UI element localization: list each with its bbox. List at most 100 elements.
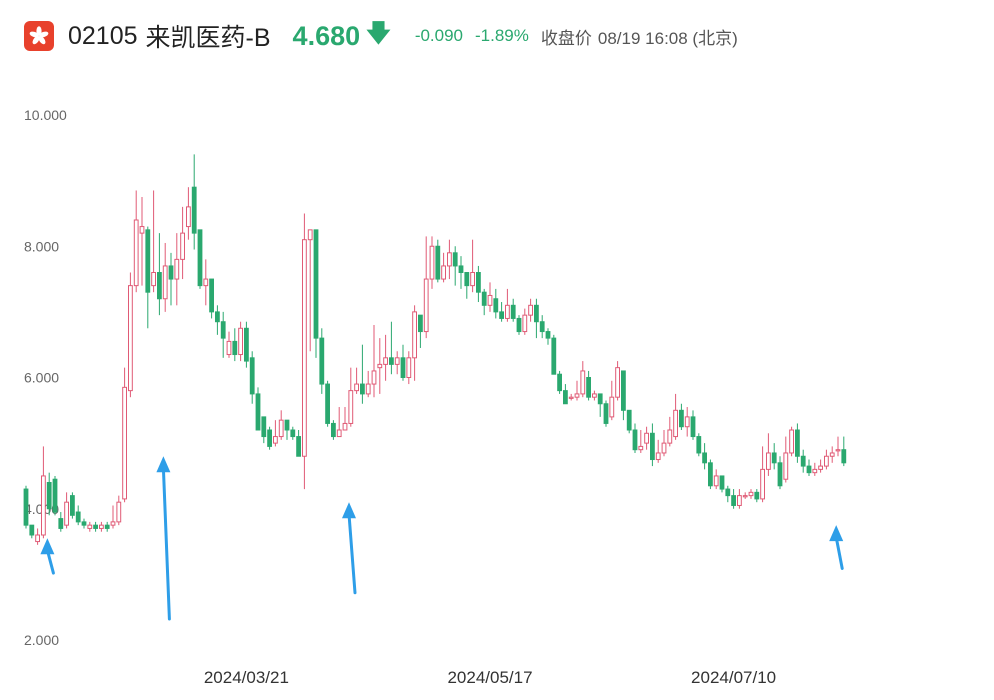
candle	[354, 367, 360, 394]
candle	[122, 367, 127, 503]
candle	[197, 229, 203, 289]
candle-body	[696, 436, 702, 454]
candle	[452, 246, 458, 286]
candle-body	[290, 429, 296, 438]
candle-body	[551, 337, 557, 375]
arrow-shaft	[834, 535, 844, 570]
candle-body	[180, 232, 185, 260]
candle	[574, 380, 580, 401]
candle-body	[99, 524, 104, 529]
stock-name: 来凯医药-B	[145, 24, 271, 52]
candle-body	[412, 311, 418, 359]
candle-body	[528, 304, 534, 316]
candle-body	[812, 468, 818, 474]
candle	[284, 419, 290, 440]
candle	[684, 407, 690, 437]
candle	[661, 430, 667, 457]
candle-body	[348, 390, 354, 424]
candle	[795, 423, 800, 463]
candle	[418, 314, 423, 348]
candle	[835, 436, 841, 457]
candle	[52, 475, 58, 516]
candle	[766, 433, 771, 476]
candle-body	[505, 304, 510, 319]
candle-body	[87, 524, 93, 529]
candle	[348, 367, 354, 427]
candle-body	[174, 258, 180, 280]
candle-body	[737, 495, 742, 506]
candle	[209, 278, 214, 319]
candle	[162, 242, 168, 312]
candle	[64, 492, 69, 529]
candle-body	[545, 331, 551, 339]
candle-body	[406, 357, 412, 378]
candle-body	[261, 416, 267, 438]
candle-body	[23, 488, 29, 526]
candle	[41, 446, 46, 539]
y-tick-label: 2.000	[24, 632, 59, 648]
candle	[824, 449, 829, 470]
candle	[789, 426, 795, 457]
candle-body	[81, 521, 87, 526]
arrow-head	[829, 525, 844, 542]
candle	[383, 334, 389, 381]
candle-body	[220, 321, 226, 339]
price-status: 收盘价	[540, 28, 592, 48]
candle-body	[284, 419, 290, 431]
candle	[133, 190, 139, 293]
candle-body	[684, 416, 690, 428]
candle-body	[389, 357, 394, 365]
candle	[423, 236, 429, 339]
candle-body	[64, 501, 69, 526]
candle-body	[377, 363, 383, 369]
candle-body	[748, 491, 754, 497]
y-tick-label: 6.000	[24, 370, 59, 386]
arrow-shaft	[161, 466, 171, 621]
candle-body	[818, 465, 824, 470]
candle-body	[162, 265, 168, 300]
candle	[319, 328, 325, 394]
candle	[325, 380, 331, 427]
candle-body	[650, 432, 655, 461]
candle-body	[655, 452, 661, 461]
quote-header: 02105 来凯医药-B 4.680 🡇 -0.090 -1.89% 收盘价 0…	[24, 16, 738, 56]
candle	[742, 492, 748, 499]
candle	[667, 416, 673, 447]
candle	[580, 361, 586, 398]
candle-body	[336, 429, 342, 438]
candle	[818, 459, 824, 473]
candle-body	[394, 357, 400, 365]
candle-body	[557, 373, 563, 392]
candle	[400, 344, 406, 381]
candle-body	[46, 482, 52, 510]
candle-body	[319, 337, 325, 385]
candle-body	[661, 442, 667, 454]
candle-body	[70, 495, 75, 516]
candle	[342, 407, 348, 431]
candle	[215, 305, 220, 335]
candle-body	[255, 393, 261, 431]
candle-body	[725, 488, 731, 497]
candle	[360, 344, 365, 404]
candle-body	[679, 409, 684, 428]
candle-body	[667, 429, 673, 444]
candle	[539, 315, 545, 339]
candle	[226, 331, 232, 358]
candle-body	[133, 219, 139, 287]
candle-body	[626, 409, 632, 431]
candle	[46, 472, 52, 516]
candle-body	[534, 304, 539, 323]
stock-code: 02105	[68, 21, 138, 50]
candle-body	[145, 229, 151, 293]
candle	[731, 489, 737, 509]
candle	[458, 256, 464, 289]
candle	[493, 288, 499, 319]
candle-body	[371, 370, 377, 385]
candle-body	[493, 298, 499, 313]
candle-body	[423, 278, 429, 333]
candle	[75, 505, 81, 526]
candle	[232, 328, 238, 362]
candle	[128, 272, 133, 398]
annotation-arrows	[40, 456, 844, 621]
